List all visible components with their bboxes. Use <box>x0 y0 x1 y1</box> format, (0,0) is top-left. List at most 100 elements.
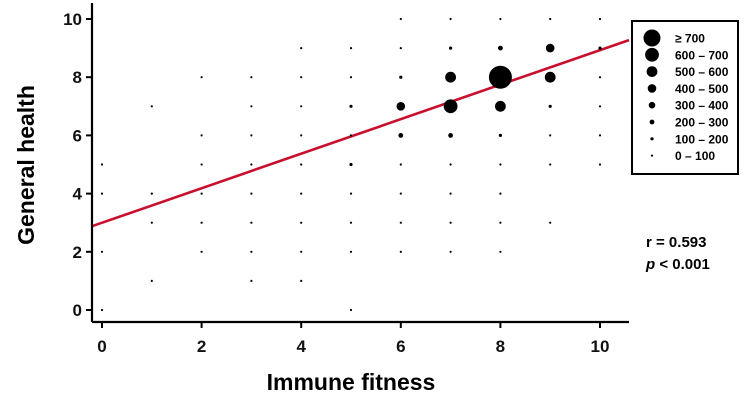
data-point <box>300 163 303 166</box>
data-point <box>100 192 104 195</box>
data-point <box>150 279 153 282</box>
data-point <box>548 104 552 108</box>
data-point <box>250 76 253 79</box>
y-tick-label: 8 <box>73 68 82 87</box>
data-point <box>300 192 303 195</box>
data-point <box>499 221 502 224</box>
legend-label: ≥ 700 <box>675 32 705 46</box>
data-point <box>399 47 402 50</box>
data-point <box>449 250 452 253</box>
regression-line <box>91 38 630 228</box>
data-point <box>399 17 402 21</box>
legend-label: 200 – 300 <box>675 116 729 130</box>
data-point <box>498 45 503 51</box>
data-point <box>545 43 555 53</box>
legend-box <box>631 20 739 175</box>
legend: ≥ 700 600 – 700 500 – 600 400 – 500 300 – 40… <box>631 20 739 175</box>
data-point <box>300 221 303 224</box>
data-point <box>598 17 602 21</box>
legend-label: 0 – 100 <box>675 149 715 163</box>
data-point <box>200 221 203 224</box>
data-point <box>150 105 153 108</box>
y-axis-title: General health <box>13 85 39 245</box>
data-point <box>200 163 203 166</box>
data-point <box>598 134 602 137</box>
data-point <box>300 105 303 108</box>
legend-marker <box>650 154 654 157</box>
data-point <box>200 134 203 137</box>
data-point <box>250 250 253 253</box>
data-point <box>398 133 404 138</box>
data-point <box>349 47 353 50</box>
data-point <box>349 221 353 224</box>
legend-marker <box>650 137 654 141</box>
legend-marker <box>643 29 661 47</box>
data-point <box>349 104 353 108</box>
p-value: p < 0.001 <box>646 254 710 276</box>
data-point <box>200 250 203 253</box>
legend-label: 500 – 600 <box>675 65 729 79</box>
data-point <box>250 134 253 137</box>
x-axis-title: Immune fitness <box>267 369 436 395</box>
y-tick-label: 0 <box>73 301 82 320</box>
x-tick-label: 0 <box>97 337 106 356</box>
data-point <box>349 308 353 312</box>
p-threshold: < 0.001 <box>655 256 710 273</box>
data-point <box>449 46 453 50</box>
data-point <box>349 76 353 79</box>
legend-marker <box>645 47 659 62</box>
legend-label: 300 – 400 <box>675 99 729 113</box>
data-point <box>150 221 153 224</box>
data-point <box>449 192 452 195</box>
data-point <box>399 75 403 79</box>
correlation-stats: r = 0.593 p < 0.001 <box>646 232 710 276</box>
data-point <box>150 192 153 195</box>
data-point <box>200 192 203 195</box>
p-symbol: p <box>646 256 656 273</box>
data-point <box>396 102 406 111</box>
data-point <box>300 134 303 137</box>
data-point <box>100 308 104 312</box>
data-point <box>250 163 253 166</box>
y-tick-label: 4 <box>73 185 83 204</box>
x-tick-label: 10 <box>591 337 610 356</box>
y-tick-label: 6 <box>73 126 82 145</box>
data-point <box>495 100 506 112</box>
legend-marker <box>648 101 656 109</box>
data-point <box>549 17 552 21</box>
legend-marker <box>646 66 658 77</box>
legend-label: 400 – 500 <box>675 82 729 96</box>
data-point <box>250 221 253 224</box>
data-point <box>300 250 303 253</box>
data-point <box>399 250 402 253</box>
data-point <box>598 105 602 108</box>
data-point <box>449 17 452 21</box>
data-point <box>448 133 453 138</box>
data-point <box>300 76 303 79</box>
data-point <box>499 250 502 253</box>
y-tick-label: 2 <box>73 243 82 262</box>
data-point <box>498 133 502 137</box>
data-point <box>544 71 556 83</box>
x-tick-label: 2 <box>197 337 206 356</box>
legend-marker <box>649 119 655 125</box>
y-tick-label: 10 <box>63 10 82 29</box>
data-point <box>300 279 303 282</box>
data-point <box>399 192 402 195</box>
data-point <box>549 134 552 137</box>
data-point <box>100 163 104 166</box>
data-point <box>488 65 512 89</box>
data-point <box>250 279 253 282</box>
legend-marker <box>647 84 657 93</box>
data-point <box>250 192 253 195</box>
data-point <box>349 192 353 195</box>
x-tick-label: 4 <box>296 337 306 356</box>
data-point <box>549 221 552 224</box>
data-point <box>499 17 502 21</box>
x-tick-label: 6 <box>396 337 405 356</box>
data-point <box>449 163 452 166</box>
data-point <box>499 192 502 195</box>
data-point <box>399 221 402 224</box>
data-point <box>349 250 353 253</box>
